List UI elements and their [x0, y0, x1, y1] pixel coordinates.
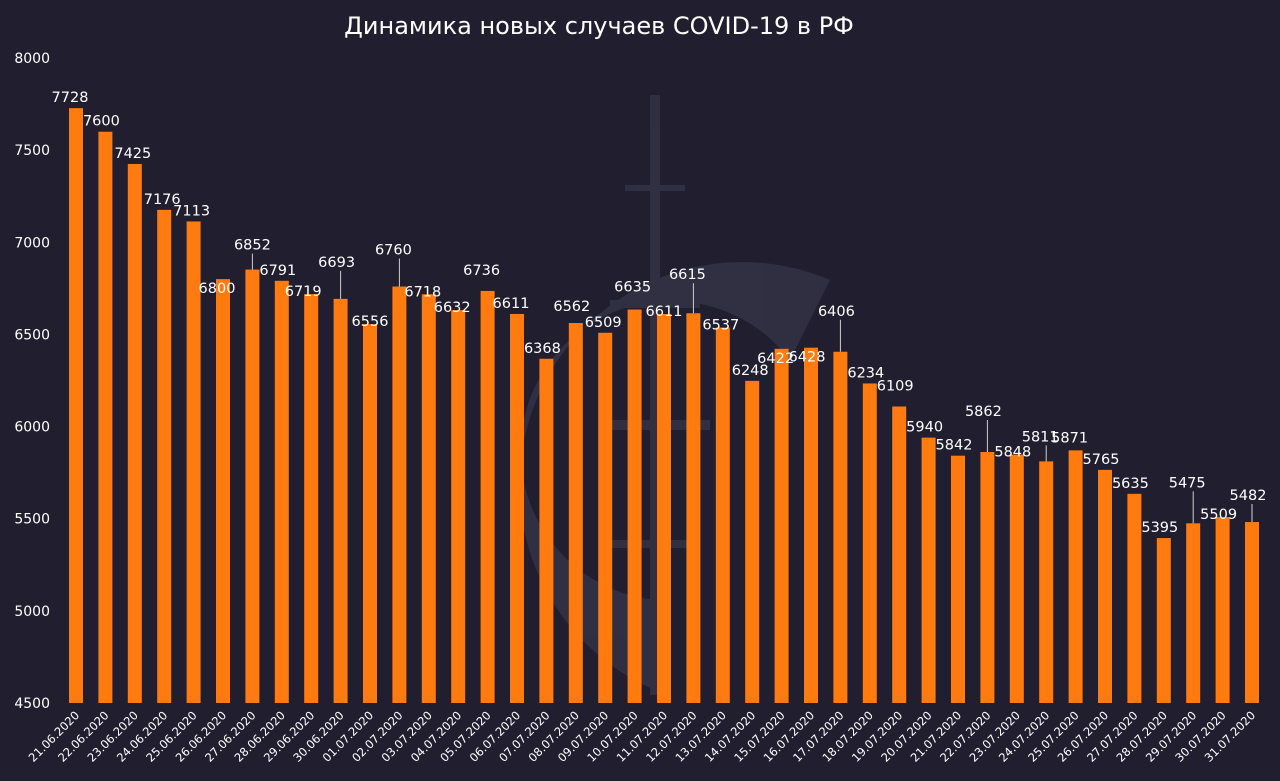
bar — [274, 280, 289, 703]
data-label: 6611 — [493, 296, 530, 312]
data-label: 6611 — [646, 304, 683, 320]
data-label: 6509 — [585, 315, 622, 331]
data-label: 7176 — [144, 192, 181, 208]
bar — [980, 452, 995, 703]
data-label: 6760 — [375, 243, 412, 259]
data-label: 5509 — [1200, 507, 1237, 523]
bar — [1127, 493, 1142, 703]
bar — [1156, 538, 1171, 703]
bar — [69, 108, 83, 703]
data-label: 6693 — [318, 255, 355, 271]
bar — [1215, 517, 1230, 703]
data-label: 5940 — [906, 420, 943, 436]
bar — [363, 324, 377, 703]
data-label: 6109 — [877, 378, 914, 394]
bar — [1245, 522, 1259, 703]
data-label: 6428 — [789, 350, 826, 366]
watermark-logo — [519, 95, 830, 695]
y-tick-label: 5000 — [14, 604, 50, 620]
data-label: 7600 — [83, 114, 120, 130]
bar — [892, 406, 907, 703]
data-label: 6718 — [404, 284, 441, 300]
data-label: 5475 — [1169, 475, 1206, 491]
data-label: 5482 — [1230, 488, 1267, 504]
data-label: 6852 — [234, 238, 271, 254]
data-label: 6800 — [199, 281, 236, 297]
y-tick-label: 6500 — [14, 327, 50, 343]
bar — [304, 294, 319, 703]
bar — [186, 221, 201, 703]
data-label: 7113 — [173, 203, 210, 219]
bar — [921, 437, 936, 703]
bar — [216, 279, 230, 703]
y-tick-label: 7500 — [14, 143, 50, 159]
data-label: 6719 — [285, 284, 322, 300]
bar — [951, 455, 965, 703]
data-label: 5848 — [994, 445, 1031, 461]
bar — [539, 358, 554, 703]
y-tick-label: 5500 — [14, 512, 50, 528]
data-label: 6422 — [757, 351, 794, 367]
data-label: 5842 — [936, 438, 973, 454]
data-label: 6791 — [259, 263, 296, 279]
bar — [715, 327, 730, 703]
data-label: 6556 — [352, 314, 389, 330]
data-label: 6234 — [847, 365, 884, 381]
bar — [480, 290, 495, 703]
bar — [1039, 461, 1054, 703]
bar — [127, 163, 142, 703]
data-label: 5811 — [1022, 429, 1059, 445]
data-label: 5862 — [965, 404, 1002, 420]
bar — [804, 347, 818, 703]
data-label: 5871 — [1051, 430, 1088, 446]
data-label: 6615 — [669, 267, 706, 283]
data-label: 5635 — [1112, 476, 1149, 492]
data-label: 7728 — [52, 90, 89, 106]
data-label: 5765 — [1083, 452, 1120, 468]
bar — [1068, 450, 1083, 703]
bar — [833, 351, 848, 703]
bar — [598, 332, 613, 703]
bar — [862, 383, 877, 703]
data-label: 6368 — [524, 341, 561, 357]
data-label: 6635 — [614, 280, 651, 296]
chart-title: Динамика новых случаев COVID-19 в РФ — [344, 12, 854, 40]
y-tick-label: 4500 — [14, 696, 50, 712]
bar — [392, 286, 407, 703]
data-label: 6562 — [553, 299, 590, 315]
data-label: 6632 — [434, 300, 471, 316]
bar — [333, 298, 348, 703]
data-label: 6248 — [732, 363, 769, 379]
bar — [421, 294, 436, 703]
data-label: 5395 — [1141, 520, 1178, 536]
bar — [627, 309, 642, 703]
data-label: 6736 — [463, 263, 500, 279]
bar — [245, 269, 260, 703]
bar — [1009, 454, 1024, 703]
bar — [686, 313, 701, 703]
bar — [774, 348, 789, 703]
y-tick-label: 8000 — [14, 51, 50, 67]
bar — [1098, 469, 1112, 703]
bar — [657, 313, 671, 703]
bar — [745, 380, 760, 703]
y-tick-label: 6000 — [14, 420, 50, 436]
bar — [98, 131, 113, 703]
bar — [568, 323, 583, 703]
bar — [510, 313, 524, 703]
y-tick-label: 7000 — [14, 235, 50, 251]
data-label: 7425 — [114, 146, 151, 162]
data-label: 6406 — [818, 304, 855, 320]
bar — [451, 310, 466, 703]
bar — [1186, 523, 1201, 703]
data-label: 6537 — [702, 318, 739, 334]
bar — [157, 209, 172, 703]
